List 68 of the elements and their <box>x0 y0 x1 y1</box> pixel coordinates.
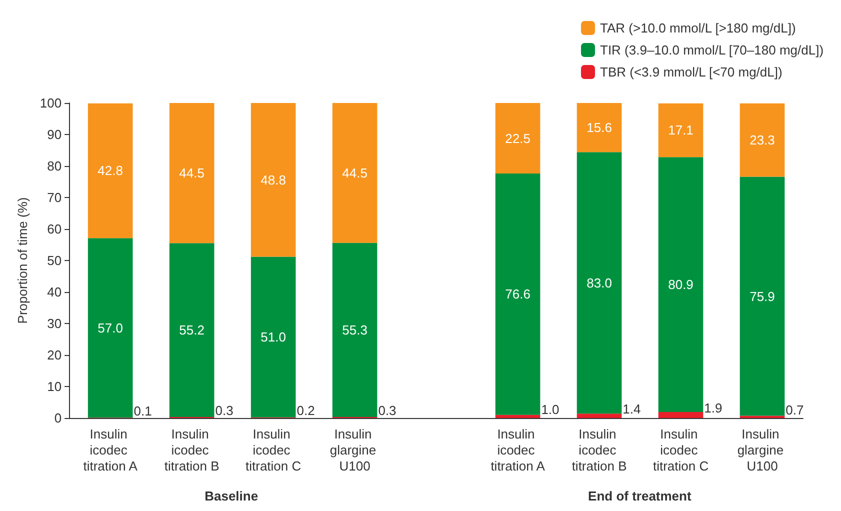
text: Baseline <box>204 488 258 504</box>
x-tick-label: Insulin icodec titration C <box>652 426 709 474</box>
bar <box>576 414 622 418</box>
y-axis-title: Proportion of time (%) <box>15 197 30 324</box>
data-label: 22.5 <box>505 130 530 146</box>
data-label: 44.5 <box>179 166 204 181</box>
bar <box>658 412 704 418</box>
y-tick-label: 30 <box>47 316 62 331</box>
bar <box>332 103 378 243</box>
bar <box>332 242 378 418</box>
data-label: 55.3 <box>342 322 368 338</box>
bar <box>250 103 296 257</box>
data-label: 80.9 <box>668 277 694 292</box>
text: End of treatment <box>588 488 692 504</box>
x-tick-label: Insulin icodec titration B <box>164 426 220 474</box>
data-label: 51.0 <box>260 330 286 345</box>
data-label: 75.9 <box>750 288 775 304</box>
data-label: 83.0 <box>586 275 612 290</box>
data-label: 0.3 <box>215 403 234 418</box>
y-tick-label: 40 <box>47 284 62 300</box>
bar <box>495 174 540 415</box>
data-label: 15.6 <box>586 120 612 136</box>
data-label: 55.2 <box>179 322 204 338</box>
bar <box>250 256 296 418</box>
legend-label: TAR (>10.0 mmol/L [>180 mg/dL]) <box>600 20 796 36</box>
bar <box>88 238 133 418</box>
x-tick-label: Insulin icodec titration A <box>490 426 546 474</box>
bar <box>576 152 622 414</box>
data-label: 44.5 <box>342 165 368 180</box>
bar <box>169 243 214 418</box>
data-label: 0.2 <box>296 403 315 418</box>
y-tick-label: 10 <box>47 379 62 394</box>
y-tick-label: 50 <box>47 253 62 268</box>
data-label: 0.1 <box>134 403 152 418</box>
bar <box>169 103 214 244</box>
bar <box>495 414 540 418</box>
data-label: 48.8 <box>260 172 286 188</box>
y-tick-label: 70 <box>47 190 62 205</box>
x-tick-label: Insulin icodec titration C <box>245 426 302 474</box>
bar <box>740 176 785 416</box>
legend-label: TIR (3.9–10.0 mmol/L [70–180 mg/dL]) <box>600 42 824 58</box>
y-tick-label: 20 <box>47 348 62 362</box>
y-tick-label: 100 <box>40 96 62 110</box>
data-label: 57.0 <box>98 320 123 336</box>
x-tick-label: Insulin glargine U100 <box>737 426 788 474</box>
legend-label: TBR (<3.9 mmol/L [<70 mg/dL]) <box>600 64 782 80</box>
x-tick-label: Insulin icodec titration B <box>572 426 627 474</box>
data-label: 1.0 <box>541 402 560 417</box>
bar <box>658 103 704 158</box>
x-tick-label: Insulin glargine U100 <box>330 426 380 474</box>
y-tick-label: 60 <box>47 222 62 236</box>
data-label: 42.8 <box>98 163 123 178</box>
data-label: 76.6 <box>505 286 530 302</box>
bar <box>740 103 785 177</box>
data-label: 23.3 <box>750 132 775 148</box>
bar <box>88 103 133 238</box>
data-label: 1.9 <box>704 400 722 416</box>
bar <box>576 103 622 152</box>
y-tick-label: 90 <box>47 127 62 142</box>
data-label: 0.7 <box>786 402 804 418</box>
y-tick-label: 0 <box>54 410 62 426</box>
bar <box>658 157 704 412</box>
x-tick-label: Insulin icodec titration A <box>83 426 138 474</box>
y-tick-label: 80 <box>47 158 62 174</box>
data-label: 1.4 <box>622 401 641 416</box>
data-label: 17.1 <box>668 122 694 138</box>
data-label: 0.3 <box>378 403 396 418</box>
bar <box>495 103 540 174</box>
